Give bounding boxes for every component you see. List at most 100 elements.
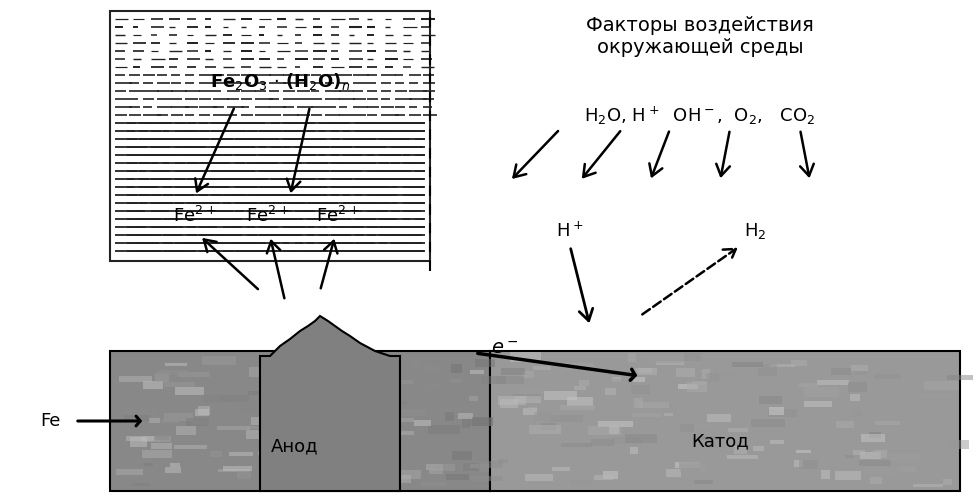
Text: Fe: Fe (40, 412, 61, 430)
Bar (674, 462, 700, 468)
Bar (791, 360, 807, 366)
Bar (924, 381, 959, 390)
Bar (871, 476, 882, 484)
Text: Факторы воздействия
окружающей среды: Факторы воздействия окружающей среды (586, 16, 814, 57)
Bar (314, 400, 340, 409)
Bar (325, 376, 360, 386)
Bar (688, 424, 716, 429)
Bar (165, 363, 188, 366)
Bar (729, 428, 748, 432)
Bar (625, 433, 658, 443)
Bar (249, 367, 266, 377)
Bar (143, 450, 172, 457)
Bar (675, 368, 695, 377)
Bar (463, 463, 478, 471)
Bar (170, 463, 180, 467)
Bar (470, 370, 484, 374)
Bar (275, 417, 289, 422)
Bar (165, 467, 181, 473)
Bar (721, 372, 738, 377)
Bar (948, 439, 969, 449)
Bar (574, 386, 585, 390)
Bar (707, 414, 731, 422)
Bar (750, 418, 786, 427)
Bar (354, 442, 374, 451)
Polygon shape (260, 316, 400, 491)
Bar (393, 469, 421, 479)
Bar (110, 351, 490, 491)
Bar (870, 432, 881, 438)
Bar (348, 452, 377, 456)
Bar (524, 408, 536, 415)
Bar (475, 359, 494, 367)
Bar (804, 401, 832, 407)
Bar (187, 418, 209, 425)
Bar (851, 365, 868, 371)
Bar (354, 441, 382, 448)
Bar (468, 417, 493, 426)
Bar (381, 373, 394, 380)
Bar (154, 434, 169, 440)
Bar (191, 419, 209, 425)
Bar (860, 452, 880, 458)
Bar (544, 391, 577, 400)
Bar (844, 455, 854, 458)
Bar (510, 352, 540, 362)
Bar (758, 368, 777, 376)
Bar (632, 413, 660, 417)
Bar (471, 476, 503, 481)
Bar (694, 480, 713, 484)
Bar (389, 475, 411, 483)
Bar (462, 418, 470, 428)
Bar (680, 424, 695, 432)
Bar (259, 410, 291, 419)
Bar (799, 383, 819, 387)
Bar (630, 385, 650, 394)
Bar (202, 357, 235, 365)
Text: Fe$^{2+}$: Fe$^{2+}$ (246, 206, 289, 226)
Bar (657, 362, 684, 365)
Bar (770, 364, 795, 367)
Bar (520, 389, 545, 394)
Bar (706, 373, 719, 380)
Bar (679, 462, 701, 472)
Bar (142, 437, 160, 441)
Bar (598, 421, 633, 427)
Bar (330, 452, 345, 458)
Bar (633, 377, 645, 382)
Text: Катод: Катод (691, 432, 749, 450)
Bar (770, 440, 785, 444)
Bar (413, 420, 431, 426)
Bar (425, 365, 438, 372)
Bar (319, 461, 327, 466)
Bar (498, 458, 508, 463)
Bar (529, 425, 561, 433)
Bar (411, 360, 420, 369)
Text: H$_2$O, H$^+$  OH$^-$,  O$_2$,   CO$_2$: H$_2$O, H$^+$ OH$^-$, O$_2$, CO$_2$ (584, 105, 816, 127)
Bar (768, 409, 797, 417)
Bar (286, 473, 309, 480)
Bar (862, 434, 885, 442)
Bar (141, 436, 171, 442)
Bar (263, 373, 294, 382)
Bar (752, 446, 764, 451)
Bar (218, 468, 250, 472)
Bar (629, 368, 653, 373)
Bar (222, 395, 248, 402)
Text: Fe$^{2+}$: Fe$^{2+}$ (317, 206, 360, 226)
Bar (794, 460, 803, 467)
Bar (359, 431, 371, 437)
Bar (291, 383, 319, 387)
Bar (499, 399, 519, 408)
Bar (258, 451, 276, 455)
Bar (373, 428, 400, 435)
Bar (523, 371, 534, 378)
Bar (697, 379, 719, 383)
Bar (821, 469, 830, 479)
Bar (428, 425, 460, 434)
Bar (326, 436, 347, 440)
Bar (449, 379, 461, 383)
Bar (943, 478, 953, 485)
Bar (195, 409, 209, 416)
Bar (446, 412, 454, 421)
